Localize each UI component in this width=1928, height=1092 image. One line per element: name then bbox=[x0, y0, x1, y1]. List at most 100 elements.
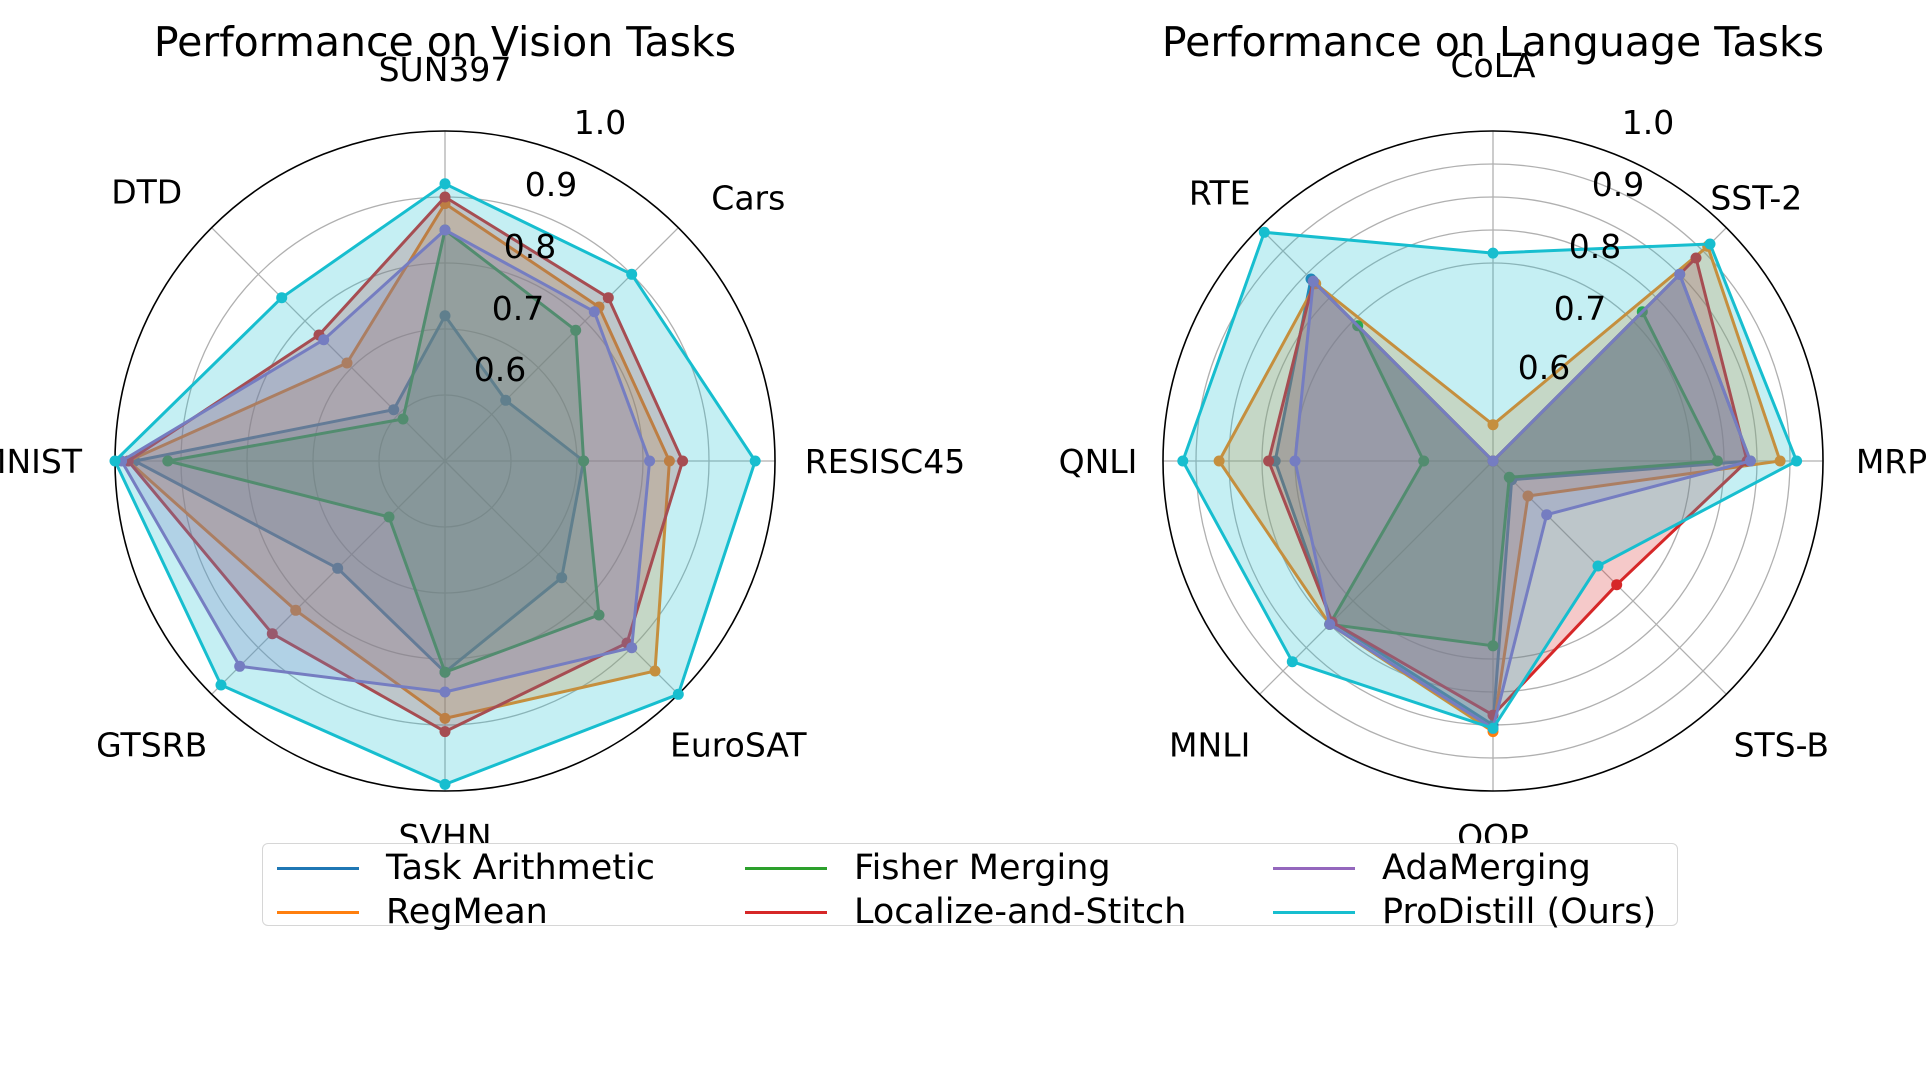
chart-title: Performance on Language Tasks bbox=[1162, 18, 1824, 66]
series-fill-3 bbox=[1268, 258, 1748, 716]
series-fill-3 bbox=[128, 197, 683, 732]
data-point bbox=[1213, 455, 1225, 467]
data-point bbox=[1674, 268, 1686, 280]
data-point bbox=[439, 686, 451, 698]
grid-spoke bbox=[1492, 460, 1727, 695]
tick-label: 0.9 bbox=[525, 165, 577, 204]
series-fill-1 bbox=[128, 203, 670, 719]
axis-label: SST-2 bbox=[1710, 179, 1802, 218]
data-point bbox=[578, 455, 590, 467]
data-point bbox=[109, 455, 121, 467]
tick-label: 1.0 bbox=[1622, 103, 1674, 142]
data-point bbox=[397, 413, 409, 425]
data-point bbox=[1711, 455, 1723, 467]
tick-label: 0.8 bbox=[1569, 227, 1621, 266]
series-fill-4 bbox=[121, 230, 650, 692]
axis-label: CoLA bbox=[1451, 46, 1536, 85]
data-point bbox=[1258, 226, 1270, 238]
data-point bbox=[1791, 455, 1803, 467]
legend-label: AdaMerging bbox=[1382, 848, 1591, 888]
axis-label: Cars bbox=[711, 179, 785, 218]
legend-item: ProDistill (Ours) bbox=[1273, 892, 1656, 932]
data-point bbox=[570, 324, 582, 336]
data-point bbox=[318, 334, 330, 346]
axis-label: RESISC45 bbox=[805, 442, 965, 481]
data-point bbox=[215, 679, 227, 691]
legend-swatch-prodistill bbox=[1273, 910, 1355, 914]
axis-label: MRPC bbox=[1856, 442, 1928, 481]
data-point bbox=[1289, 455, 1301, 467]
data-point bbox=[1744, 455, 1756, 467]
data-point bbox=[341, 357, 353, 369]
data-point bbox=[439, 191, 451, 203]
data-point bbox=[439, 712, 451, 724]
data-point bbox=[649, 665, 661, 677]
data-point bbox=[1487, 455, 1499, 467]
language-radar-chart: Performance on Language Tasks 0.6 0.7 0.8 0… bbox=[1059, 18, 1928, 856]
data-point bbox=[1177, 455, 1189, 467]
grid-spoke bbox=[444, 227, 679, 462]
series-fill-0 bbox=[134, 315, 584, 673]
data-point bbox=[1487, 419, 1499, 431]
data-point bbox=[266, 628, 278, 640]
legend-swatch-task-arithmetic bbox=[277, 866, 359, 870]
legend-swatch-fisher-merging bbox=[745, 866, 827, 870]
axis-label: DTD bbox=[111, 173, 182, 212]
data-point bbox=[602, 292, 614, 304]
axis-label: EuroSAT bbox=[670, 725, 807, 764]
legend-label: Fisher Merging bbox=[854, 848, 1111, 888]
data-point bbox=[1592, 560, 1604, 572]
data-point bbox=[1487, 722, 1499, 734]
data-point bbox=[1522, 490, 1534, 502]
legend-item: Fisher Merging bbox=[745, 848, 1111, 888]
grid-spoke bbox=[211, 460, 446, 695]
tick-label: 0.6 bbox=[474, 350, 526, 389]
tick-label: 0.9 bbox=[1592, 165, 1644, 204]
chart-title: Performance on Vision Tasks bbox=[154, 18, 736, 66]
legend-swatch-localize-and-stitch bbox=[745, 910, 827, 914]
data-point bbox=[593, 609, 605, 621]
data-point bbox=[276, 292, 288, 304]
data-point bbox=[1704, 238, 1716, 250]
data-point bbox=[388, 404, 400, 416]
data-point bbox=[677, 455, 689, 467]
data-point bbox=[439, 178, 451, 190]
tick-label: 0.8 bbox=[504, 227, 556, 266]
data-point bbox=[383, 511, 395, 523]
series-fill-1 bbox=[1219, 246, 1781, 732]
tick-label: 0.7 bbox=[1554, 289, 1606, 328]
legend-item: AdaMerging bbox=[1273, 848, 1591, 888]
series-fill-0 bbox=[1275, 274, 1751, 725]
axis-label: MNLI bbox=[1169, 725, 1250, 764]
grid-spoke bbox=[1259, 460, 1494, 695]
data-point bbox=[1487, 247, 1499, 259]
data-point bbox=[556, 572, 568, 584]
legend-item: Task Arithmetic bbox=[277, 848, 655, 888]
data-point bbox=[1690, 252, 1702, 264]
data-point bbox=[332, 562, 344, 574]
data-point bbox=[234, 660, 246, 672]
data-point bbox=[500, 394, 512, 406]
data-point bbox=[439, 778, 451, 790]
data-point bbox=[439, 310, 451, 322]
legend-label: Task Arithmetic bbox=[386, 848, 655, 888]
data-point bbox=[1324, 618, 1336, 630]
data-point bbox=[1307, 275, 1319, 287]
data-point bbox=[1611, 579, 1623, 591]
data-point bbox=[1503, 471, 1515, 483]
data-point bbox=[1263, 455, 1275, 467]
legend-label: ProDistill (Ours) bbox=[1382, 892, 1657, 932]
data-point bbox=[1487, 640, 1499, 652]
data-point bbox=[1541, 509, 1553, 521]
series-fill-5 bbox=[115, 183, 756, 785]
data-point bbox=[663, 455, 675, 467]
axis-label: STS-B bbox=[1734, 725, 1829, 764]
legend: Task Arithmetic RegMean Fisher Merging L… bbox=[262, 843, 1678, 932]
tick-label: 0.6 bbox=[1518, 348, 1570, 387]
series-fill-4 bbox=[1295, 274, 1751, 729]
legend-label: RegMean bbox=[386, 892, 548, 932]
tick-label: 0.7 bbox=[492, 289, 544, 328]
series-fill-5 bbox=[1182, 232, 1797, 729]
axis-label: RTE bbox=[1189, 174, 1251, 213]
outer-circle bbox=[1162, 130, 1824, 792]
